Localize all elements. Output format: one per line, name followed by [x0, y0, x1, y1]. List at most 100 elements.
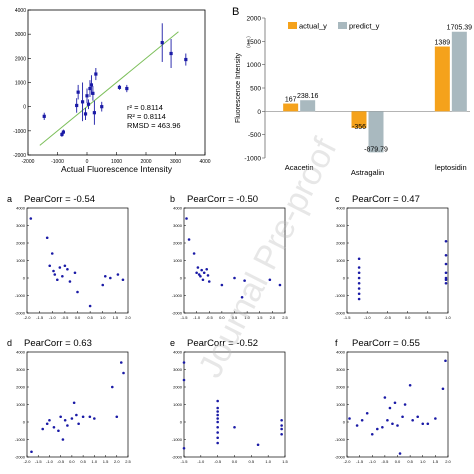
- data-point: [115, 415, 119, 419]
- panel-f: -2.0 -1.5 -1.0 -0.5 0.0 0.5 1.0 1.5 2.0 -2000 -100…: [335, 338, 452, 464]
- data-point: [200, 268, 203, 272]
- data-point: [357, 281, 361, 285]
- y-tick-label: -2000: [15, 311, 26, 316]
- data-point: [88, 304, 92, 308]
- x-tick-label: 2.5: [282, 315, 288, 320]
- data-point: [386, 418, 389, 422]
- stat-annotation: RMSD = 463.96: [127, 121, 181, 130]
- x-tick-label: 2.0: [125, 315, 131, 320]
- bar-actual_y: [434, 46, 450, 112]
- data-point: [52, 269, 55, 273]
- x-tick-label: 1.0: [244, 315, 250, 320]
- data-point: [48, 264, 52, 268]
- y-tick-label: -500: [248, 132, 261, 139]
- data-point: [233, 276, 236, 280]
- data-point: [196, 266, 200, 269]
- y-tick-label: 1000: [173, 402, 183, 407]
- data-point: [182, 446, 186, 450]
- data-point: [206, 274, 210, 277]
- y-tick-label: 3000: [15, 32, 26, 38]
- y-tick-label: 3000: [16, 223, 26, 228]
- data-point: [61, 130, 65, 134]
- bar-predict_y: [368, 111, 384, 153]
- plot-frame: [26, 351, 129, 458]
- data-point: [256, 443, 260, 447]
- plot-frame: [346, 207, 449, 314]
- y-tick-label: 0: [257, 109, 261, 116]
- bar-actual_y: [283, 103, 299, 112]
- y-tick-label: 2000: [16, 385, 26, 390]
- data-point: [216, 399, 219, 403]
- y-tick-label: 1000: [247, 62, 262, 69]
- data-point: [401, 415, 404, 419]
- data-point: [426, 422, 430, 426]
- x-tick-label: 3000: [170, 159, 181, 165]
- data-point: [216, 413, 219, 417]
- y-tick-label: 0: [23, 105, 26, 111]
- panel-a: -2.0 -1.5 -1.0 -0.5 0.0 0.5 1.0 1.5 2.0 -2000 -100…: [7, 194, 132, 320]
- data-point: [357, 257, 361, 261]
- data-point: [205, 267, 209, 271]
- x-tick-label: 0.5: [80, 459, 86, 464]
- x-tick-label: 0.0: [219, 315, 225, 320]
- data-point: [89, 83, 94, 87]
- x-tick-label: -0.5: [57, 459, 65, 464]
- x-tick-label: -1.0: [197, 459, 205, 464]
- data-point: [185, 217, 188, 220]
- data-point: [268, 278, 272, 282]
- y-tick-label: -1000: [15, 293, 26, 298]
- data-label: -356: [352, 124, 366, 131]
- x-tick-label: 0.0: [69, 459, 75, 464]
- x-tick-label: 0.5: [232, 315, 238, 320]
- correlation-panels: -2.0 -1.5 -1.0 -0.5 0.0 0.5 1.0 1.5 2.0-2000-100…: [7, 194, 452, 464]
- y-tick-label: -2000: [15, 455, 26, 460]
- y-tick-label: -2000: [335, 455, 346, 460]
- x-tick-label: 2.0: [270, 315, 276, 320]
- data-point: [160, 41, 164, 45]
- x-tick-label: 0.0: [405, 315, 411, 320]
- data-point: [444, 262, 448, 266]
- data-point: [73, 271, 77, 275]
- data-point: [243, 279, 246, 282]
- data-point: [30, 450, 33, 454]
- data-point: [357, 297, 361, 301]
- x-tick-label: -0.5: [61, 315, 69, 320]
- y-tick-label: 2000: [247, 16, 262, 23]
- y-tick-label: -2000: [13, 153, 26, 159]
- data-point: [61, 438, 65, 441]
- data-point: [278, 283, 282, 287]
- data-point: [202, 271, 206, 275]
- x-tick-label: -1.0: [49, 315, 57, 320]
- data-point: [50, 252, 54, 255]
- y-tick-label: 4000: [16, 350, 26, 355]
- panel-b-bar-chart: -1000 -500 0 500 1000 1500 2000 Fluorescence In…: [235, 16, 472, 178]
- y-tick-label: 3000: [173, 367, 183, 372]
- data-point: [122, 371, 125, 375]
- panel-letter: f: [335, 338, 338, 348]
- y-tick-label: 0: [343, 276, 346, 281]
- data-point: [348, 417, 351, 420]
- panel-title: PearCorr = -0.50: [187, 194, 258, 205]
- data-point: [83, 112, 88, 116]
- x-tick-label: -0.5: [206, 315, 214, 320]
- data-point: [60, 132, 64, 137]
- data-point: [199, 274, 202, 278]
- data-point: [100, 105, 104, 109]
- data-point: [441, 387, 445, 391]
- data-point: [48, 418, 51, 422]
- panel-b: -1.5 -1.0 -0.5 0.0 0.5 1.0 1.5 2.0 2.5 -2000 -1000…: [170, 194, 289, 320]
- plot-frame: [26, 207, 129, 314]
- data-point: [233, 425, 236, 429]
- data-point: [357, 292, 361, 296]
- data-point: [357, 271, 361, 275]
- data-point: [280, 418, 283, 422]
- data-point: [88, 86, 92, 91]
- category-label: leptosidin: [435, 163, 467, 172]
- panel-e: -1.5 -1.0 -0.5 0.0 0.5 1.0 1.5 -2000 -1000 0 1000 2…: [170, 338, 289, 464]
- x-tick-label: -1000: [51, 159, 64, 165]
- watermark-text: Journal Pre-proof: [191, 132, 344, 384]
- data-point: [240, 295, 244, 299]
- data-point: [216, 420, 219, 424]
- y-tick-label: -1000: [15, 437, 26, 442]
- data-point: [121, 278, 125, 282]
